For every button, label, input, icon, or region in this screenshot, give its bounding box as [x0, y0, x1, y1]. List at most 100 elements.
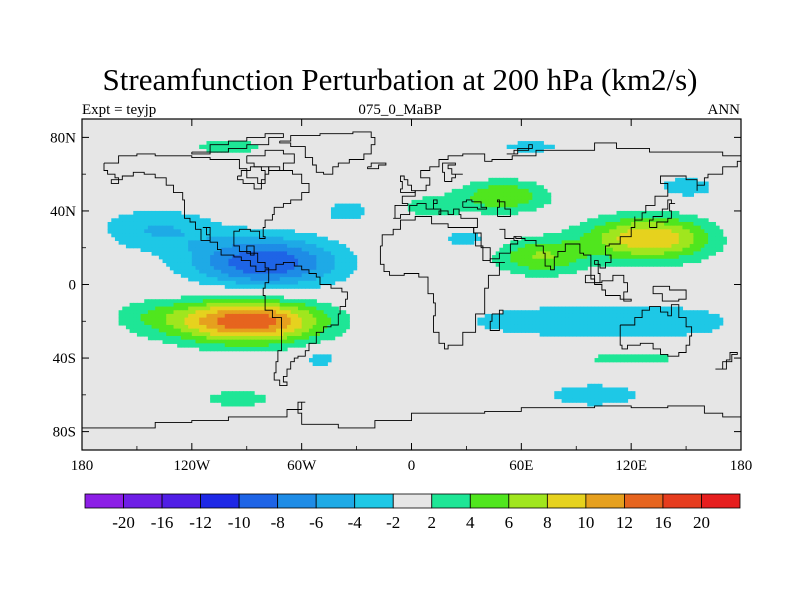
field-cell — [221, 247, 226, 252]
field-cell — [257, 284, 262, 289]
field-cell — [188, 273, 193, 278]
field-cell — [546, 244, 552, 249]
field-cell — [715, 313, 720, 319]
field-cell — [268, 273, 273, 278]
field-cell — [704, 229, 709, 234]
field-cell — [202, 221, 208, 227]
field-cell — [184, 324, 189, 330]
field-cell — [627, 251, 632, 256]
field-cell — [298, 258, 303, 264]
field-cell — [612, 358, 618, 363]
field-cell — [521, 310, 526, 315]
field-cell — [166, 229, 171, 234]
field-cell — [667, 181, 673, 186]
field-cell — [550, 244, 555, 249]
field-cell — [627, 214, 632, 219]
field-cell — [719, 236, 724, 241]
field-cell — [243, 394, 248, 400]
field-cell — [235, 321, 241, 326]
field-cell — [316, 358, 321, 363]
field-cell — [162, 255, 167, 260]
field-cell — [675, 188, 680, 194]
field-cell — [184, 218, 189, 223]
field-cell — [697, 317, 702, 322]
field-cell — [308, 280, 314, 286]
field-cell — [535, 255, 541, 260]
field-cell — [250, 306, 255, 311]
field-cell — [199, 225, 204, 230]
field-cell — [675, 221, 680, 227]
field-cell — [144, 299, 149, 304]
field-cell — [254, 144, 259, 150]
field-cell — [601, 332, 607, 337]
field-cell — [228, 302, 233, 308]
field-cell — [177, 225, 182, 230]
field-cell — [228, 144, 233, 150]
field-cell — [609, 332, 614, 337]
field-cell — [517, 181, 522, 186]
field-cell — [195, 310, 200, 315]
field-cell — [568, 387, 574, 392]
field-cell — [605, 214, 610, 219]
field-cell — [594, 240, 599, 245]
field-cell — [206, 141, 211, 146]
field-cell — [473, 192, 478, 197]
field-cell — [180, 218, 186, 223]
field-cell — [653, 221, 658, 227]
field-cell — [191, 317, 197, 322]
field-cell — [528, 203, 533, 208]
field-cell — [660, 321, 665, 326]
field-cell — [261, 277, 266, 282]
field-cell — [155, 244, 160, 249]
field-cell — [202, 236, 208, 241]
field-cell — [316, 339, 321, 344]
field-cell — [319, 313, 325, 319]
field-cell — [147, 214, 153, 219]
field-cell — [627, 247, 632, 252]
field-cell — [133, 317, 138, 322]
field-cell — [162, 251, 167, 256]
field-cell — [678, 247, 684, 252]
field-cell — [521, 192, 526, 197]
field-cell — [129, 225, 134, 230]
field-cell — [517, 199, 522, 205]
field-cell — [265, 273, 270, 278]
field-cell — [528, 258, 533, 264]
field-cell — [147, 335, 153, 341]
field-cell — [554, 321, 559, 326]
field-cell — [312, 335, 317, 341]
field-cell — [528, 321, 533, 326]
field-cell — [587, 229, 592, 234]
field-cell — [711, 229, 716, 234]
field-cell — [228, 225, 233, 230]
field-cell — [202, 302, 208, 308]
field-cell — [689, 251, 694, 256]
field-cell — [169, 244, 175, 249]
field-cell — [158, 306, 164, 311]
field-cell — [671, 181, 676, 186]
field-cell — [246, 339, 252, 344]
field-cell — [246, 394, 252, 400]
field-cell — [609, 328, 614, 333]
field-cell — [631, 354, 636, 359]
field-cell — [557, 251, 563, 256]
field-cell — [235, 258, 241, 264]
field-cell — [254, 273, 259, 278]
field-cell — [206, 299, 211, 304]
field-cell — [228, 394, 233, 400]
field-cell — [495, 324, 500, 330]
field-cell — [638, 229, 643, 234]
field-cell — [298, 244, 303, 249]
field-cell — [246, 266, 252, 271]
field-cell — [623, 394, 629, 400]
field-cell — [470, 185, 475, 190]
field-cell — [642, 233, 647, 238]
field-cell — [631, 244, 636, 249]
field-cell — [199, 328, 204, 333]
field-cell — [283, 269, 288, 275]
field-cell — [678, 332, 684, 337]
field-cell — [155, 317, 160, 322]
field-cell — [268, 262, 273, 267]
field-cell — [235, 273, 241, 278]
field-cell — [213, 332, 219, 337]
